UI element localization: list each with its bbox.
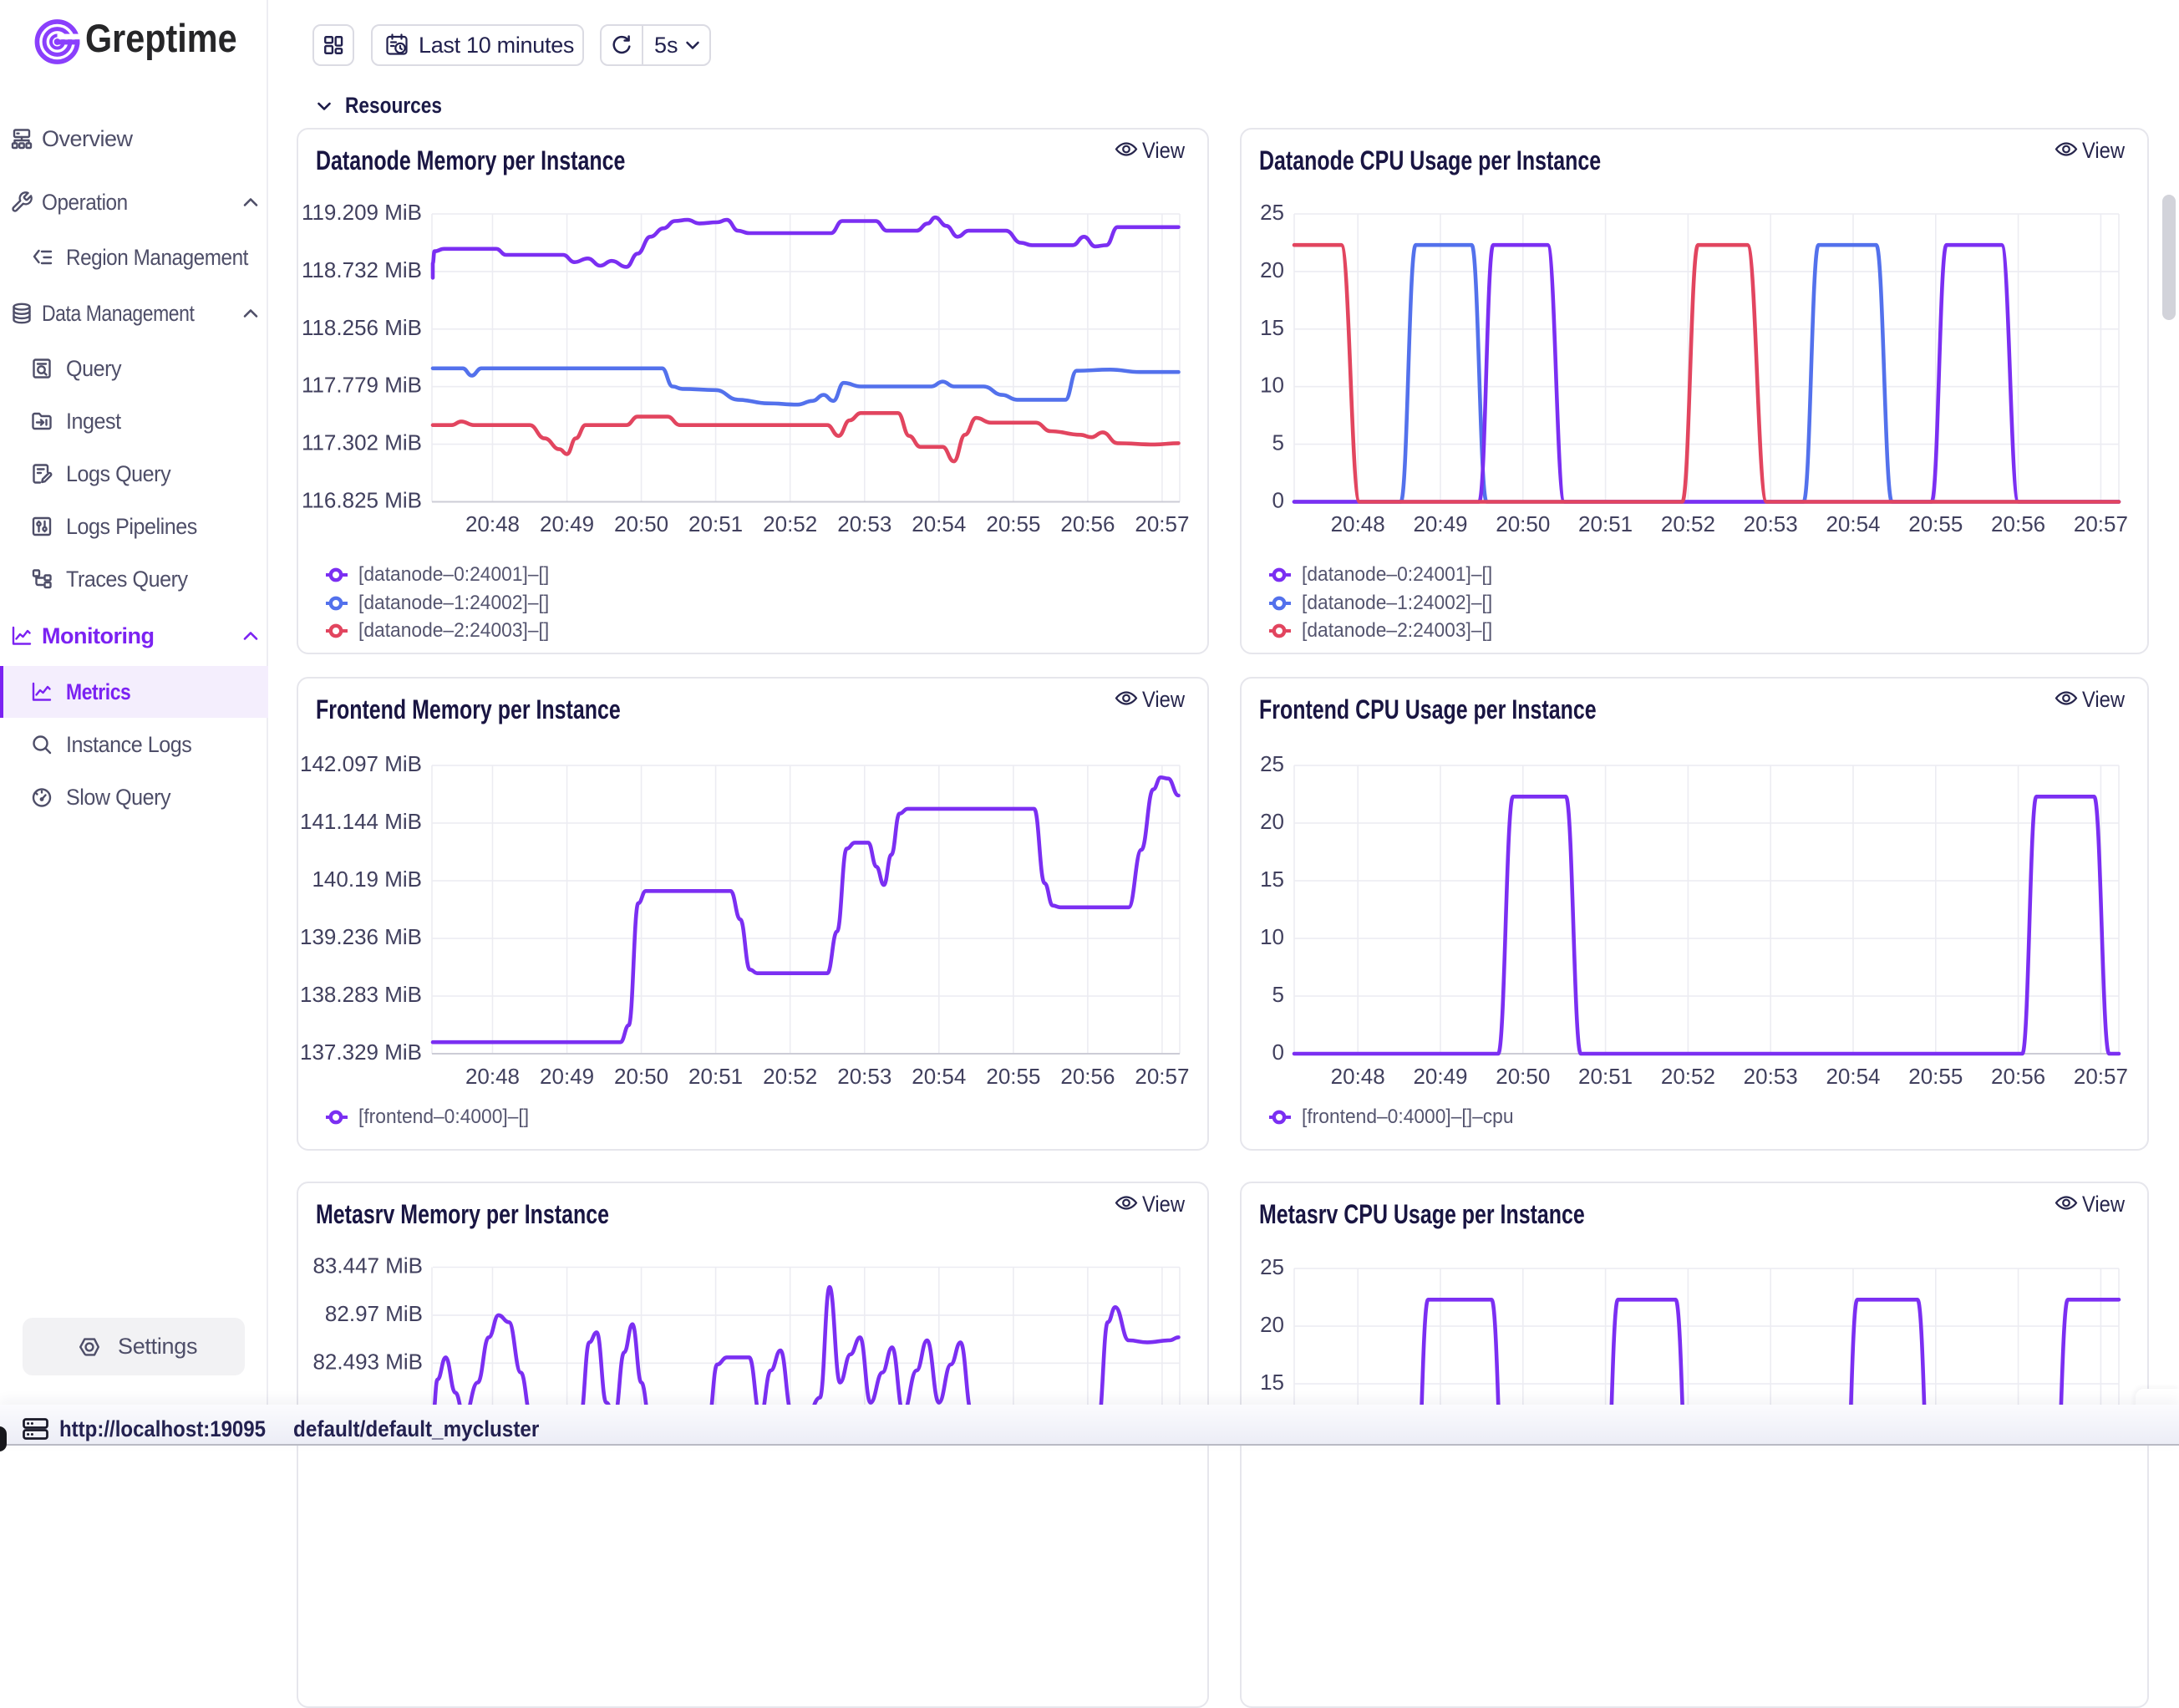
svg-text:20:52: 20:52 xyxy=(1661,511,1715,536)
svg-text:20:52: 20:52 xyxy=(763,511,817,536)
svg-text:20:48: 20:48 xyxy=(465,511,520,536)
svg-text:25: 25 xyxy=(1260,200,1284,225)
svg-text:20: 20 xyxy=(1260,1312,1284,1337)
svg-text:20:51: 20:51 xyxy=(1578,511,1633,536)
svg-text:20:49: 20:49 xyxy=(540,511,594,536)
svg-text:20:48: 20:48 xyxy=(1331,511,1385,536)
svg-text:20: 20 xyxy=(1260,257,1284,282)
svg-text:20:53: 20:53 xyxy=(837,1064,891,1089)
svg-text:15: 15 xyxy=(1260,315,1284,340)
svg-text:20:51: 20:51 xyxy=(1578,1064,1633,1089)
svg-text:117.302 MiB: 117.302 MiB xyxy=(302,430,422,455)
svg-text:20:54: 20:54 xyxy=(912,1064,966,1089)
svg-text:20:57: 20:57 xyxy=(2074,1064,2128,1089)
svg-text:20:49: 20:49 xyxy=(540,1064,594,1089)
svg-text:20:48: 20:48 xyxy=(1331,1064,1385,1089)
svg-text:20:54: 20:54 xyxy=(912,511,966,536)
svg-text:20:54: 20:54 xyxy=(1826,511,1880,536)
svg-text:5: 5 xyxy=(1272,982,1284,1007)
svg-text:117.779 MiB: 117.779 MiB xyxy=(302,373,422,398)
svg-text:20:52: 20:52 xyxy=(763,1064,817,1089)
svg-text:20:48: 20:48 xyxy=(465,1064,520,1089)
svg-text:83.447 MiB: 83.447 MiB xyxy=(312,1253,423,1278)
svg-text:140.19 MiB: 140.19 MiB xyxy=(312,867,422,892)
svg-text:142.097 MiB: 142.097 MiB xyxy=(300,751,422,776)
svg-text:20:57: 20:57 xyxy=(1135,511,1189,536)
svg-text:82.97 MiB: 82.97 MiB xyxy=(325,1301,423,1326)
svg-text:119.209 MiB: 119.209 MiB xyxy=(302,200,422,225)
svg-text:15: 15 xyxy=(1260,1370,1284,1395)
svg-text:20:56: 20:56 xyxy=(1060,511,1115,536)
svg-text:82.493 MiB: 82.493 MiB xyxy=(312,1349,423,1374)
svg-text:20:55: 20:55 xyxy=(1908,1064,1963,1089)
svg-text:138.283 MiB: 138.283 MiB xyxy=(300,982,422,1007)
svg-text:20:50: 20:50 xyxy=(614,1064,668,1089)
svg-text:20:52: 20:52 xyxy=(1661,1064,1715,1089)
svg-text:20:55: 20:55 xyxy=(986,511,1040,536)
svg-text:118.256 MiB: 118.256 MiB xyxy=(302,315,422,340)
svg-text:20:56: 20:56 xyxy=(1991,1064,2045,1089)
svg-text:25: 25 xyxy=(1260,751,1284,776)
svg-text:20: 20 xyxy=(1260,809,1284,834)
svg-text:20:54: 20:54 xyxy=(1826,1064,1880,1089)
svg-text:25: 25 xyxy=(1260,1254,1284,1279)
svg-text:20:50: 20:50 xyxy=(614,511,668,536)
svg-text:0: 0 xyxy=(1272,488,1284,513)
svg-text:20:49: 20:49 xyxy=(1413,1064,1467,1089)
svg-text:20:53: 20:53 xyxy=(1744,1064,1798,1089)
svg-text:20:57: 20:57 xyxy=(2074,511,2128,536)
svg-text:20:55: 20:55 xyxy=(986,1064,1040,1089)
svg-text:20:57: 20:57 xyxy=(1135,1064,1189,1089)
svg-text:20:50: 20:50 xyxy=(1496,511,1550,536)
svg-text:20:51: 20:51 xyxy=(688,1064,743,1089)
svg-text:5: 5 xyxy=(1272,430,1284,455)
svg-text:118.732 MiB: 118.732 MiB xyxy=(302,257,422,282)
svg-text:20:55: 20:55 xyxy=(1908,511,1963,536)
svg-text:116.825 MiB: 116.825 MiB xyxy=(302,488,422,513)
svg-text:139.236 MiB: 139.236 MiB xyxy=(300,924,422,949)
svg-text:10: 10 xyxy=(1260,924,1284,949)
svg-text:10: 10 xyxy=(1260,373,1284,398)
svg-text:20:51: 20:51 xyxy=(688,511,743,536)
svg-text:20:53: 20:53 xyxy=(837,511,891,536)
svg-text:20:56: 20:56 xyxy=(1991,511,2045,536)
svg-text:141.144 MiB: 141.144 MiB xyxy=(300,809,422,834)
svg-text:20:49: 20:49 xyxy=(1413,511,1467,536)
svg-text:20:50: 20:50 xyxy=(1496,1064,1550,1089)
svg-text:137.329 MiB: 137.329 MiB xyxy=(300,1040,422,1065)
svg-text:0: 0 xyxy=(1272,1040,1284,1065)
svg-text:15: 15 xyxy=(1260,867,1284,892)
svg-text:20:53: 20:53 xyxy=(1744,511,1798,536)
svg-text:20:56: 20:56 xyxy=(1060,1064,1115,1089)
